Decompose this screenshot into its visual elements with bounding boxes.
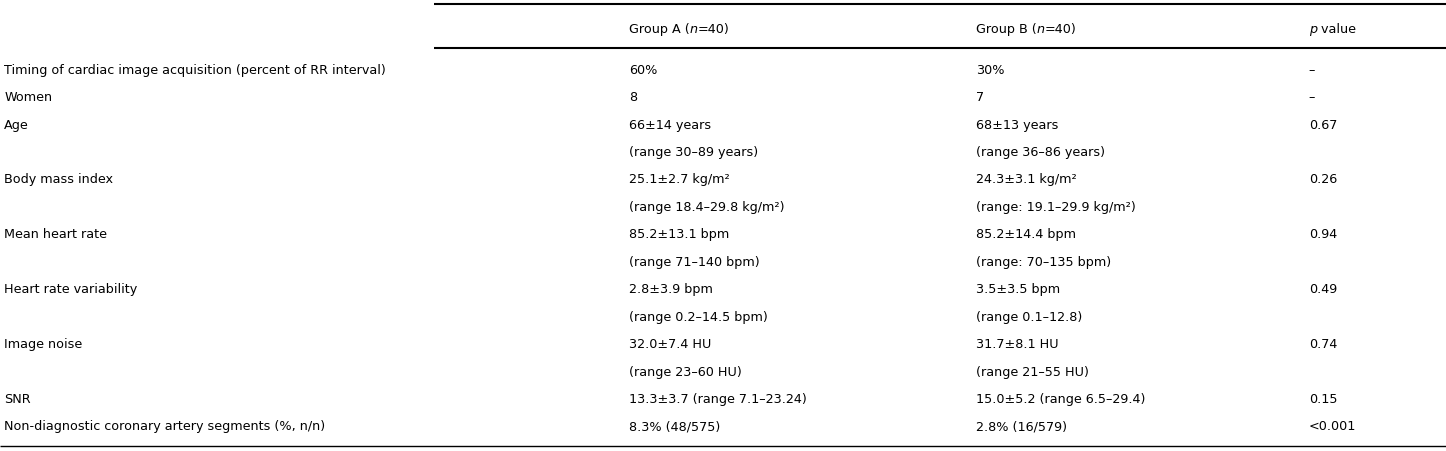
Text: 85.2±13.1 bpm: 85.2±13.1 bpm xyxy=(629,228,729,241)
Text: 0.49: 0.49 xyxy=(1309,283,1338,295)
Text: 8: 8 xyxy=(629,91,638,104)
Text: 13.3±3.7 (range 7.1–23.24): 13.3±3.7 (range 7.1–23.24) xyxy=(629,392,807,405)
Text: 2.8% (16/579): 2.8% (16/579) xyxy=(976,419,1067,433)
Text: Women: Women xyxy=(4,91,52,104)
Text: 32.0±7.4 HU: 32.0±7.4 HU xyxy=(629,337,711,350)
Text: =40): =40) xyxy=(1045,23,1077,36)
Text: 0.94: 0.94 xyxy=(1309,228,1338,241)
Text: 15.0±5.2 (range 6.5–29.4): 15.0±5.2 (range 6.5–29.4) xyxy=(976,392,1145,405)
Text: 24.3±3.1 kg/m²: 24.3±3.1 kg/m² xyxy=(976,173,1077,186)
Text: (range 71–140 bpm): (range 71–140 bpm) xyxy=(629,255,759,268)
Text: n: n xyxy=(690,23,698,36)
Text: 68±13 years: 68±13 years xyxy=(976,118,1058,131)
Text: 25.1±2.7 kg/m²: 25.1±2.7 kg/m² xyxy=(629,173,730,186)
Text: 0.15: 0.15 xyxy=(1309,392,1338,405)
Text: 31.7±8.1 HU: 31.7±8.1 HU xyxy=(976,337,1058,350)
Text: Group B (: Group B ( xyxy=(976,23,1037,36)
Text: 7: 7 xyxy=(976,91,985,104)
Text: Group A (: Group A ( xyxy=(629,23,690,36)
Text: (range 23–60 HU): (range 23–60 HU) xyxy=(629,365,742,378)
Text: Image noise: Image noise xyxy=(4,337,82,350)
Text: Heart rate variability: Heart rate variability xyxy=(4,283,137,295)
Text: 60%: 60% xyxy=(629,64,658,77)
Text: (range 18.4–29.8 kg/m²): (range 18.4–29.8 kg/m²) xyxy=(629,201,785,213)
Text: Non-diagnostic coronary artery segments (%, n/n): Non-diagnostic coronary artery segments … xyxy=(4,419,325,433)
Text: SNR: SNR xyxy=(4,392,30,405)
Text: value: value xyxy=(1317,23,1356,36)
Text: Timing of cardiac image acquisition (percent of RR interval): Timing of cardiac image acquisition (per… xyxy=(4,64,386,77)
Text: 66±14 years: 66±14 years xyxy=(629,118,711,131)
Text: Mean heart rate: Mean heart rate xyxy=(4,228,107,241)
Text: <0.001: <0.001 xyxy=(1309,419,1356,433)
Text: Body mass index: Body mass index xyxy=(4,173,113,186)
Text: =40): =40) xyxy=(698,23,730,36)
Text: p: p xyxy=(1309,23,1317,36)
Text: 3.5±3.5 bpm: 3.5±3.5 bpm xyxy=(976,283,1060,295)
Text: 8.3% (48/575): 8.3% (48/575) xyxy=(629,419,720,433)
Text: (range 0.1–12.8): (range 0.1–12.8) xyxy=(976,310,1082,323)
Text: (range 0.2–14.5 bpm): (range 0.2–14.5 bpm) xyxy=(629,310,768,323)
Text: 85.2±14.4 bpm: 85.2±14.4 bpm xyxy=(976,228,1076,241)
Text: Age: Age xyxy=(4,118,29,131)
Text: (range: 19.1–29.9 kg/m²): (range: 19.1–29.9 kg/m²) xyxy=(976,201,1135,213)
Text: 2.8±3.9 bpm: 2.8±3.9 bpm xyxy=(629,283,713,295)
Text: n: n xyxy=(1037,23,1045,36)
Text: (range 30–89 years): (range 30–89 years) xyxy=(629,146,758,159)
Text: 0.74: 0.74 xyxy=(1309,337,1338,350)
Text: (range 21–55 HU): (range 21–55 HU) xyxy=(976,365,1089,378)
Text: –: – xyxy=(1309,91,1314,104)
Text: 0.26: 0.26 xyxy=(1309,173,1338,186)
Text: 0.67: 0.67 xyxy=(1309,118,1338,131)
Text: 30%: 30% xyxy=(976,64,1005,77)
Text: (range 36–86 years): (range 36–86 years) xyxy=(976,146,1105,159)
Text: –: – xyxy=(1309,64,1314,77)
Text: (range: 70–135 bpm): (range: 70–135 bpm) xyxy=(976,255,1111,268)
